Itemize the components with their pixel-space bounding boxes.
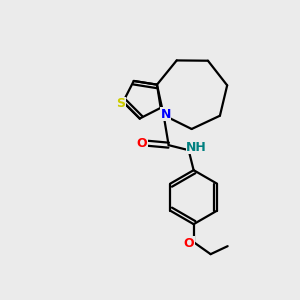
- Text: S: S: [117, 98, 126, 110]
- Text: O: O: [183, 237, 194, 250]
- Text: O: O: [136, 137, 147, 150]
- Text: NH: NH: [186, 141, 207, 154]
- Text: N: N: [160, 108, 171, 121]
